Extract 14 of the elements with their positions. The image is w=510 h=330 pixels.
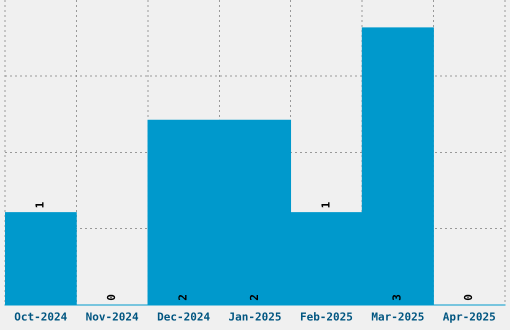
data-label: 1 xyxy=(34,201,47,208)
x-tick-label: Oct-2024 xyxy=(14,310,68,324)
data-label: 2 xyxy=(176,294,190,301)
data-label: 1 xyxy=(319,201,332,208)
x-tick-label: Nov-2024 xyxy=(86,310,140,324)
data-label: 3 xyxy=(390,294,404,301)
x-tick-label: Apr-2025 xyxy=(442,310,496,324)
x-tick-label: Mar-2025 xyxy=(371,310,424,324)
data-label: 0 xyxy=(462,294,476,301)
data-label: 2 xyxy=(248,294,261,301)
x-tick-label: Jan-2025 xyxy=(228,310,282,324)
data-label: 0 xyxy=(105,294,118,301)
x-tick-label: Feb-2025 xyxy=(300,310,353,324)
x-tick-label: Dec-2024 xyxy=(157,310,210,324)
